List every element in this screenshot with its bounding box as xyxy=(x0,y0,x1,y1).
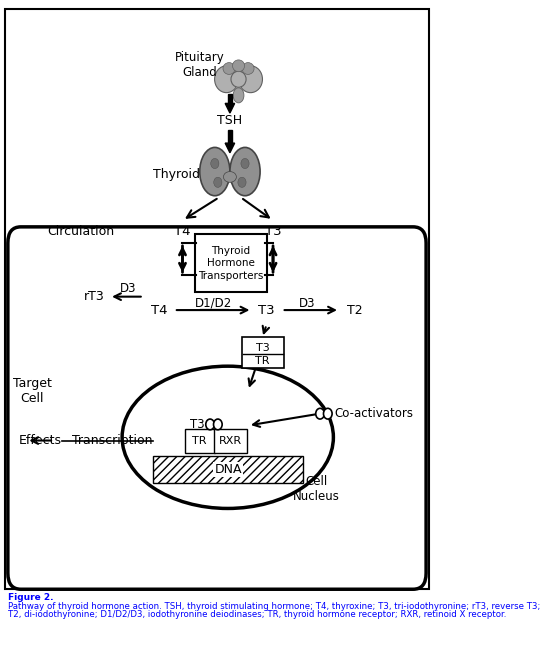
Text: Cell
Nucleus: Cell Nucleus xyxy=(293,475,340,503)
Ellipse shape xyxy=(241,159,249,169)
Text: Target
Cell: Target Cell xyxy=(13,377,52,404)
Text: D3: D3 xyxy=(121,282,137,295)
Text: Thyroid
Hormone
Transporters: Thyroid Hormone Transporters xyxy=(198,246,264,281)
Ellipse shape xyxy=(231,71,246,87)
FancyBboxPatch shape xyxy=(228,94,232,104)
Text: D3: D3 xyxy=(299,296,316,310)
Circle shape xyxy=(323,408,332,419)
Ellipse shape xyxy=(122,366,333,509)
Text: Thyroid: Thyroid xyxy=(152,168,199,181)
Ellipse shape xyxy=(233,88,244,103)
Text: TR: TR xyxy=(192,436,207,446)
Ellipse shape xyxy=(199,148,230,196)
Text: Transcription: Transcription xyxy=(72,434,153,447)
Polygon shape xyxy=(225,104,235,113)
Text: T3: T3 xyxy=(265,225,281,237)
Text: Effects: Effects xyxy=(19,434,62,447)
Text: T3: T3 xyxy=(256,343,270,353)
Text: TR: TR xyxy=(255,356,270,366)
Text: TSH: TSH xyxy=(218,114,242,127)
Text: Co-activators: Co-activators xyxy=(335,407,414,420)
Ellipse shape xyxy=(223,63,235,74)
Text: RXR: RXR xyxy=(219,436,242,446)
FancyBboxPatch shape xyxy=(228,130,232,143)
FancyBboxPatch shape xyxy=(195,234,267,292)
Circle shape xyxy=(206,419,214,430)
Ellipse shape xyxy=(242,63,254,74)
Text: Figure 2.: Figure 2. xyxy=(8,593,53,602)
Circle shape xyxy=(316,408,324,419)
FancyBboxPatch shape xyxy=(242,337,284,368)
Text: T3: T3 xyxy=(258,303,275,316)
FancyBboxPatch shape xyxy=(185,429,215,453)
FancyBboxPatch shape xyxy=(214,429,247,453)
Text: T4: T4 xyxy=(174,225,191,237)
Ellipse shape xyxy=(238,177,246,188)
Circle shape xyxy=(214,419,222,430)
Ellipse shape xyxy=(239,66,262,93)
Text: DNA: DNA xyxy=(214,463,242,476)
Text: T2, di-iodothyronine; D1/D2/D3, iodothyronine deiodinases; TR, thyroid hormone r: T2, di-iodothyronine; D1/D2/D3, iodothyr… xyxy=(8,610,506,619)
Text: Pathway of thyroid hormone action. TSH, thyroid stimulating hormone; T4, thyroxi: Pathway of thyroid hormone action. TSH, … xyxy=(8,602,540,611)
Ellipse shape xyxy=(211,159,219,169)
Text: T4: T4 xyxy=(151,303,167,316)
FancyBboxPatch shape xyxy=(8,227,426,589)
Text: Pituitary
Gland: Pituitary Gland xyxy=(175,50,225,79)
FancyBboxPatch shape xyxy=(153,455,303,483)
Text: T3: T3 xyxy=(190,418,205,431)
FancyBboxPatch shape xyxy=(5,10,429,589)
Ellipse shape xyxy=(215,66,238,93)
Text: T2: T2 xyxy=(347,303,363,316)
Ellipse shape xyxy=(214,177,222,188)
Ellipse shape xyxy=(232,60,244,72)
Ellipse shape xyxy=(224,171,236,182)
Text: Circulation: Circulation xyxy=(48,225,115,237)
Text: rT3: rT3 xyxy=(84,290,105,303)
Polygon shape xyxy=(225,143,235,153)
Ellipse shape xyxy=(230,148,260,196)
Text: D1/D2: D1/D2 xyxy=(195,296,232,310)
